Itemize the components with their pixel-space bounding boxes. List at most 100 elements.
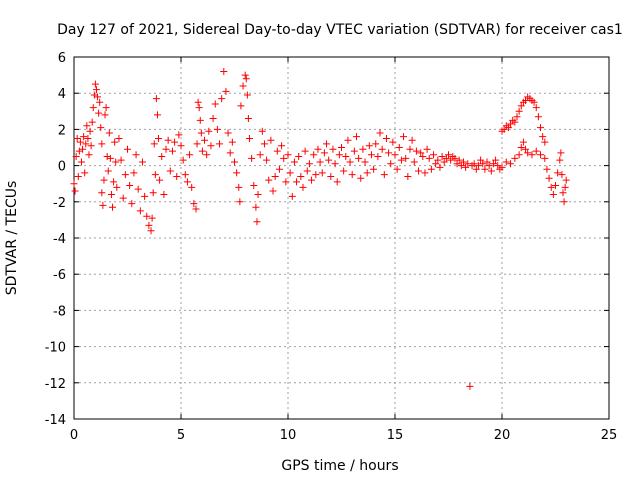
data-point-marker bbox=[560, 198, 568, 206]
y-tick-label: -10 bbox=[45, 341, 66, 356]
data-point-marker bbox=[408, 136, 416, 144]
data-point-marker bbox=[99, 201, 107, 209]
data-point-marker bbox=[357, 174, 365, 182]
data-point-marker bbox=[333, 178, 341, 186]
data-point-marker bbox=[524, 149, 532, 157]
data-point-marker bbox=[494, 162, 502, 170]
data-point-marker bbox=[239, 82, 247, 90]
data-point-marker bbox=[400, 133, 408, 141]
data-point-marker bbox=[481, 165, 489, 173]
data-point-marker bbox=[101, 111, 109, 119]
data-point-marker bbox=[297, 172, 305, 180]
data-point-marker bbox=[213, 125, 221, 133]
data-point-marker bbox=[82, 140, 90, 148]
data-point-marker bbox=[445, 151, 452, 159]
data-point-marker bbox=[258, 127, 266, 135]
data-point-marker bbox=[320, 149, 328, 157]
data-point-marker bbox=[559, 189, 567, 197]
data-point-marker bbox=[530, 98, 538, 106]
data-point-marker bbox=[162, 145, 170, 153]
data-point-marker bbox=[515, 151, 523, 159]
data-point-marker bbox=[511, 154, 519, 162]
data-point-marker bbox=[278, 142, 286, 150]
data-point-marker bbox=[489, 160, 497, 168]
data-point-marker bbox=[412, 147, 420, 155]
data-point-marker bbox=[175, 131, 183, 139]
x-tick-label: 20 bbox=[494, 428, 511, 443]
data-point-marker bbox=[150, 140, 158, 148]
data-point-marker bbox=[451, 154, 459, 162]
data-point-marker bbox=[95, 109, 103, 117]
data-point-marker bbox=[561, 183, 569, 191]
data-point-marker bbox=[263, 156, 271, 164]
data-point-marker bbox=[86, 127, 94, 135]
data-point-marker bbox=[562, 176, 570, 184]
data-point-marker bbox=[288, 192, 296, 200]
data-point-marker bbox=[166, 167, 174, 175]
data-point-marker bbox=[83, 122, 91, 130]
data-point-marker bbox=[434, 156, 442, 164]
data-point-marker bbox=[186, 151, 194, 159]
data-point-marker bbox=[500, 125, 508, 133]
data-point-marker bbox=[436, 163, 444, 171]
data-point-marker bbox=[98, 189, 106, 197]
data-point-marker bbox=[192, 205, 200, 213]
data-point-marker bbox=[181, 171, 189, 179]
data-point-marker bbox=[485, 162, 493, 170]
data-point-marker bbox=[256, 151, 264, 159]
data-point-marker bbox=[532, 104, 540, 112]
data-point-marker bbox=[164, 136, 172, 144]
data-point-marker bbox=[346, 158, 354, 166]
data-point-marker bbox=[81, 169, 89, 177]
data-point-marker bbox=[547, 183, 555, 191]
data-point-marker bbox=[427, 165, 435, 173]
data-point-marker bbox=[76, 138, 84, 146]
data-point-marker bbox=[117, 156, 125, 164]
data-point-marker bbox=[183, 178, 191, 186]
data-point-marker bbox=[91, 80, 99, 88]
data-point-marker bbox=[558, 171, 566, 179]
data-point-marker bbox=[188, 183, 196, 191]
data-point-marker bbox=[329, 145, 337, 153]
data-point-marker bbox=[549, 191, 557, 199]
data-point-marker bbox=[168, 147, 176, 155]
data-point-marker bbox=[203, 151, 211, 159]
data-point-marker bbox=[269, 187, 277, 195]
data-point-marker bbox=[361, 158, 369, 166]
data-point-marker bbox=[537, 151, 545, 159]
data-point-marker bbox=[233, 169, 241, 177]
data-point-marker bbox=[338, 144, 345, 151]
data-point-marker bbox=[290, 158, 298, 166]
data-point-marker bbox=[483, 158, 491, 166]
data-point-marker bbox=[440, 158, 448, 166]
data-point-marker bbox=[245, 134, 253, 142]
y-tick-label: 6 bbox=[58, 51, 66, 66]
data-point-marker bbox=[228, 138, 236, 146]
data-point-marker bbox=[335, 151, 343, 159]
data-point-marker bbox=[211, 100, 219, 108]
data-point-marker bbox=[149, 189, 157, 197]
data-point-marker bbox=[372, 140, 380, 148]
data-point-marker bbox=[355, 154, 363, 162]
data-point-marker bbox=[80, 133, 88, 141]
data-point-marker bbox=[190, 200, 198, 208]
data-point-marker bbox=[113, 183, 121, 191]
data-point-marker bbox=[252, 203, 260, 211]
data-point-marker bbox=[224, 129, 232, 137]
data-point-marker bbox=[197, 129, 205, 137]
data-point-marker bbox=[342, 153, 350, 161]
data-point-marker bbox=[110, 178, 118, 186]
data-point-marker bbox=[106, 154, 114, 162]
data-point-marker bbox=[522, 145, 530, 153]
data-point-marker bbox=[504, 124, 512, 132]
data-point-marker bbox=[442, 154, 450, 162]
data-point-marker bbox=[453, 160, 461, 168]
data-point-marker bbox=[138, 158, 146, 166]
data-point-marker bbox=[498, 163, 506, 171]
data-point-marker bbox=[254, 191, 262, 199]
data-point-marker bbox=[417, 149, 425, 157]
data-point-marker bbox=[314, 145, 322, 153]
data-point-marker bbox=[344, 136, 352, 144]
data-point-marker bbox=[515, 107, 523, 115]
data-point-marker bbox=[557, 149, 565, 157]
